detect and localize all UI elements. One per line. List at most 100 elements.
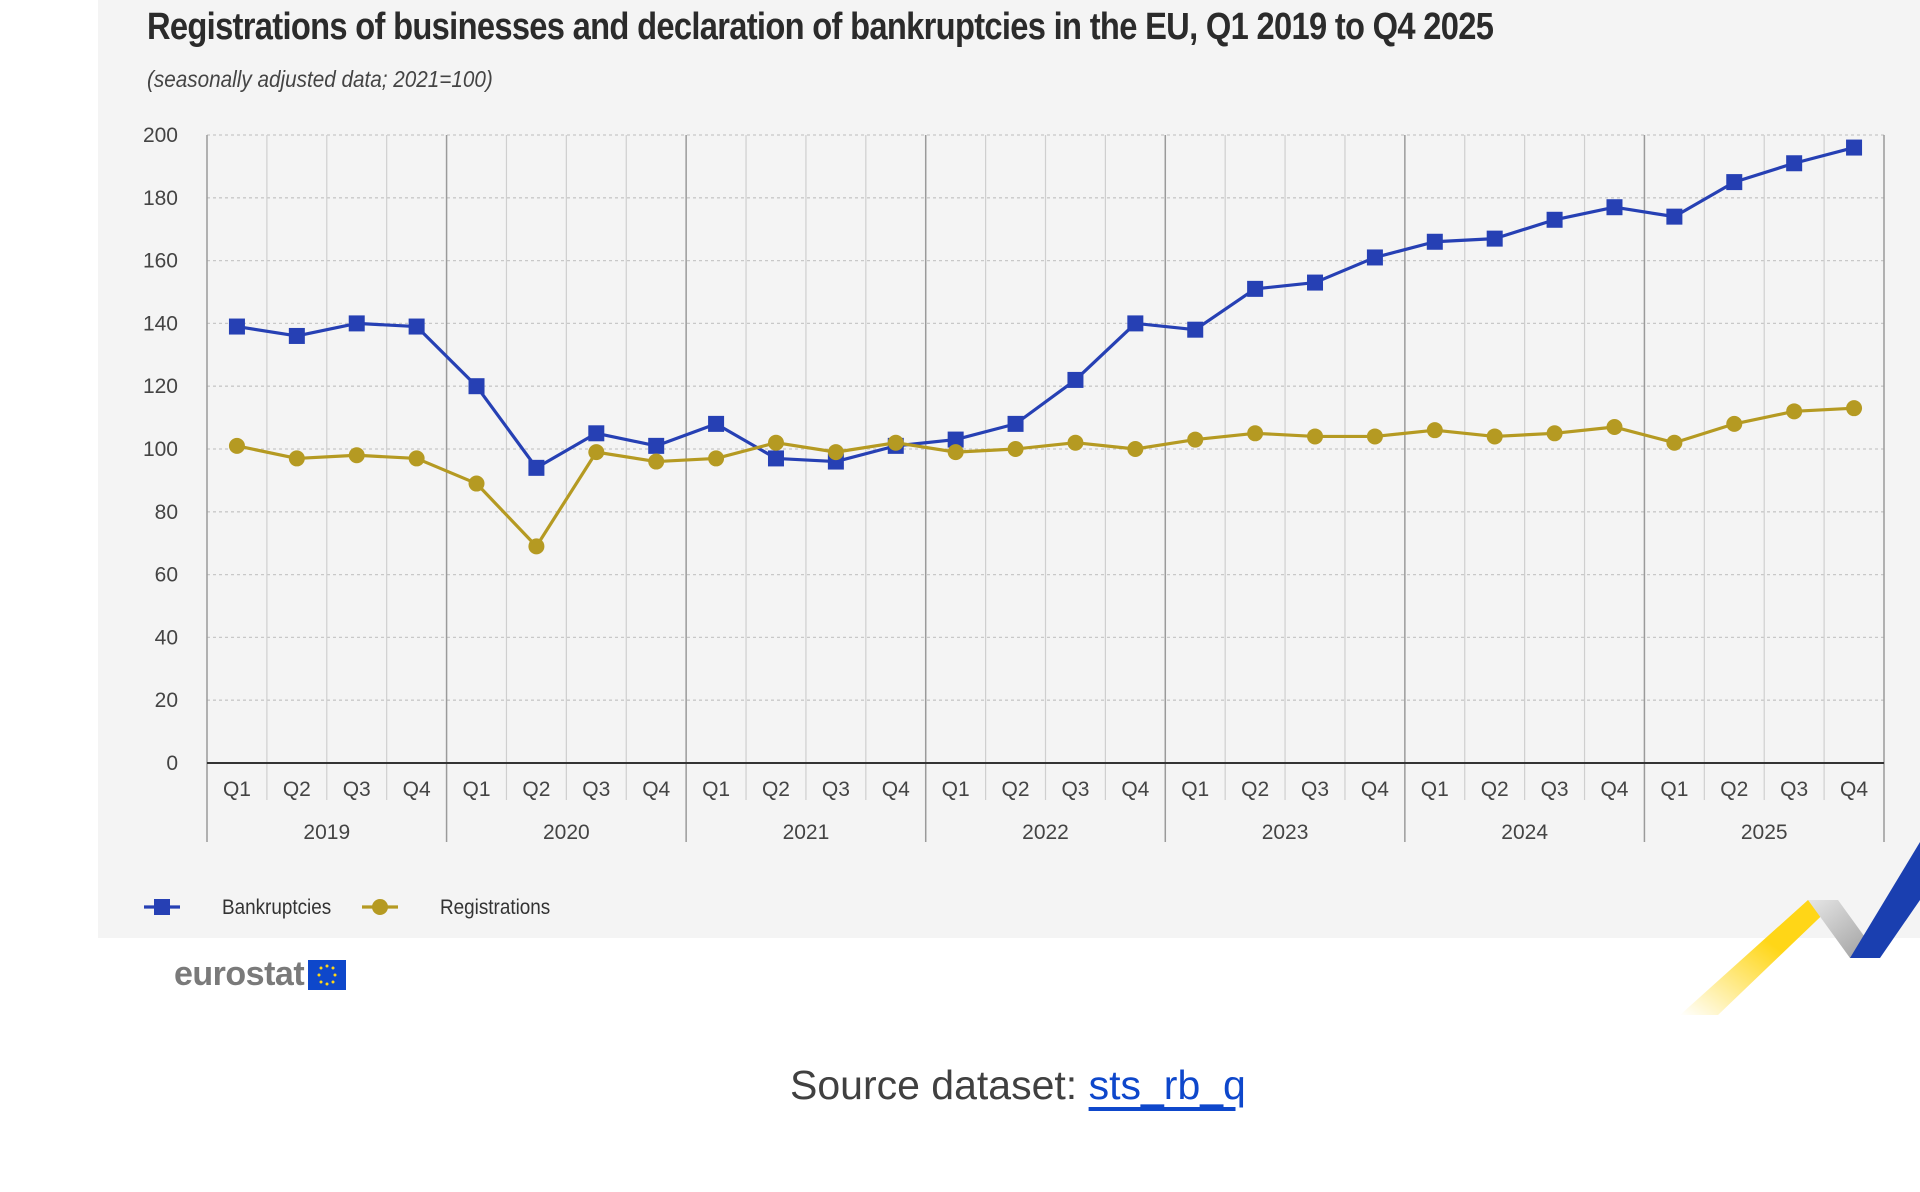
x-tick-quarter: Q2 <box>762 778 790 801</box>
chart-title: Registrations of businesses and declarat… <box>147 6 1494 48</box>
line-chart: 0 20 40 60 80 100 120 140 160 180 200 Q1 Q2 Q3 Q4 Q1 Q2 Q… <box>143 124 1885 919</box>
axes: 0 20 40 60 80 100 120 140 160 180 200 Q1 Q2 Q3 Q4 Q1 Q2 Q… <box>143 124 1884 844</box>
data-point-bankruptcies <box>228 318 245 335</box>
y-tick-label: 40 <box>155 626 178 649</box>
x-tick-quarter: Q4 <box>1361 778 1389 801</box>
y-tick-label: 160 <box>143 250 178 273</box>
data-point-registrations <box>1007 441 1024 457</box>
data-point-bankruptcies <box>1067 371 1084 388</box>
x-tick-year: 2024 <box>1501 821 1548 844</box>
x-tick-quarter: Q1 <box>1181 778 1209 801</box>
data-point-registrations <box>827 444 844 461</box>
x-tick-quarter: Q1 <box>463 778 491 801</box>
source-label: Source dataset: <box>790 1062 1078 1108</box>
decorative-chevron <box>1680 842 1920 1015</box>
x-tick-quarter: Q4 <box>642 778 670 801</box>
legend-marker <box>154 899 170 915</box>
x-tick-quarter: Q4 <box>882 778 910 801</box>
data-point-registrations <box>468 475 485 492</box>
data-point-registrations <box>1187 431 1204 448</box>
x-tick-quarter: Q1 <box>702 778 730 801</box>
data-point-bankruptcies <box>1127 315 1144 332</box>
x-tick-quarter: Q1 <box>942 778 970 801</box>
data-point-bankruptcies <box>408 318 425 335</box>
data-point-bankruptcies <box>1546 211 1563 228</box>
source-line: Source dataset: sts_rb_q <box>790 1062 1246 1109</box>
legend: Bankruptcies Registrations <box>144 896 550 919</box>
data-point-bankruptcies <box>1187 321 1204 338</box>
data-point-bankruptcies <box>1247 280 1264 297</box>
y-tick-label: 140 <box>143 312 178 335</box>
data-point-registrations <box>348 447 365 464</box>
x-tick-quarter: Q4 <box>1121 778 1149 801</box>
data-point-registrations <box>1666 434 1683 451</box>
x-tick-quarter: Q2 <box>1481 778 1509 801</box>
data-point-registrations <box>288 450 305 467</box>
data-point-registrations <box>887 434 904 451</box>
data-point-registrations <box>1546 425 1563 442</box>
data-point-registrations <box>1486 428 1503 445</box>
data-point-registrations <box>1127 441 1144 457</box>
data-point-bankruptcies <box>1007 415 1024 432</box>
y-tick-label: 180 <box>143 187 178 210</box>
x-tick-quarter: Q3 <box>1061 778 1089 801</box>
logo-text: eurostat <box>174 955 305 993</box>
data-point-bankruptcies <box>468 378 485 395</box>
data-point-bankruptcies <box>708 415 725 432</box>
data-point-bankruptcies <box>648 437 665 454</box>
data-point-bankruptcies <box>1846 139 1863 156</box>
x-tick-quarter: Q1 <box>1421 778 1449 801</box>
legend-marker <box>372 899 388 915</box>
grid <box>206 134 1885 842</box>
x-tick-quarter: Q3 <box>1301 778 1329 801</box>
data-point-bankruptcies <box>528 459 545 476</box>
x-tick-quarter: Q4 <box>403 778 431 801</box>
data-point-registrations <box>648 453 665 470</box>
y-tick-label: 80 <box>155 501 178 524</box>
data-point-registrations <box>1366 428 1383 445</box>
y-tick-label: 200 <box>143 124 178 147</box>
x-tick-quarter: Q2 <box>283 778 311 801</box>
x-tick-year: 2025 <box>1741 821 1788 844</box>
data-point-registrations <box>1786 403 1803 420</box>
x-tick-quarter: Q2 <box>1002 778 1030 801</box>
data-point-bankruptcies <box>1486 230 1503 247</box>
x-tick-quarter: Q3 <box>343 778 371 801</box>
x-tick-year: 2019 <box>303 821 350 844</box>
x-tick-quarter: Q1 <box>1660 778 1688 801</box>
data-point-registrations <box>528 538 545 555</box>
data-point-bankruptcies <box>947 431 964 448</box>
y-tick-label: 0 <box>166 752 178 775</box>
data-point-bankruptcies <box>588 425 605 442</box>
data-point-registrations <box>1726 415 1743 432</box>
legend-label: Registrations <box>440 896 550 919</box>
data-point-bankruptcies <box>1606 199 1623 216</box>
data-point-bankruptcies <box>767 450 784 467</box>
x-tick-year: 2021 <box>783 821 830 844</box>
data-point-registrations <box>767 434 784 451</box>
x-tick-year: 2020 <box>543 821 590 844</box>
x-tick-quarter: Q2 <box>1241 778 1269 801</box>
data-point-bankruptcies <box>1307 274 1324 291</box>
chart-subtitle: (seasonally adjusted data; 2021=100) <box>147 66 493 92</box>
x-tick-year: 2022 <box>1022 821 1069 844</box>
series-line-bankruptcies <box>236 146 1855 470</box>
data-point-registrations <box>708 450 725 467</box>
data-point-bankruptcies <box>348 315 365 332</box>
x-tick-quarter: Q3 <box>1541 778 1569 801</box>
data-point-registrations <box>588 444 605 461</box>
y-tick-label: 120 <box>143 375 178 398</box>
data-point-registrations <box>947 444 964 461</box>
series-line-registrations <box>236 406 1855 548</box>
data-point-registrations <box>1247 425 1264 442</box>
source-dataset-link[interactable]: sts_rb_q <box>1088 1062 1246 1108</box>
data-point-registrations <box>1846 400 1863 417</box>
x-tick-year: 2023 <box>1262 821 1309 844</box>
data-point-bankruptcies <box>1666 208 1683 225</box>
series <box>228 139 1863 555</box>
x-tick-quarter: Q2 <box>522 778 550 801</box>
y-tick-label: 100 <box>143 438 178 461</box>
eurostat-logo: eurostat <box>174 955 347 994</box>
data-point-registrations <box>228 437 245 454</box>
data-point-registrations <box>1606 419 1623 436</box>
